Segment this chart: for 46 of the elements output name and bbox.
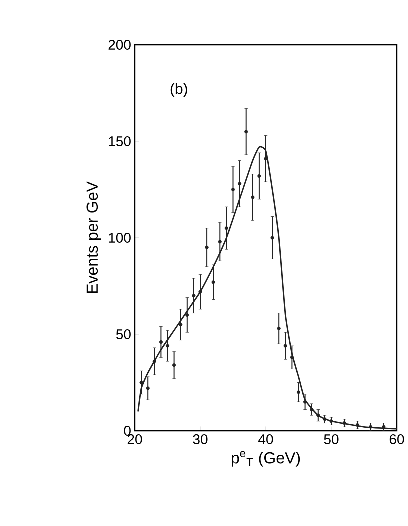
- x-tick-label: 20: [128, 434, 142, 444]
- point: [198, 290, 202, 294]
- point: [186, 313, 190, 317]
- y-tick-label: 150: [109, 136, 131, 146]
- point: [303, 400, 308, 404]
- point: [146, 386, 150, 390]
- y-tick-label: 200: [108, 40, 131, 50]
- point: [356, 423, 360, 428]
- y-tick-label: 50: [116, 330, 131, 340]
- point: [251, 196, 255, 200]
- point: [368, 425, 373, 429]
- point: [296, 390, 300, 394]
- x-axis-title: p$^{e}$$_{T}$ (GeV): [232, 451, 300, 467]
- point: [159, 340, 163, 344]
- point: [166, 344, 170, 348]
- point: [179, 323, 183, 327]
- point: [323, 418, 327, 422]
- annotation: (b): [170, 83, 188, 98]
- point: [290, 356, 294, 360]
- x-tick-label: 50: [324, 434, 339, 444]
- point: [270, 236, 274, 240]
- point: [258, 174, 262, 178]
- y-tick-label: 0: [124, 426, 131, 436]
- y-tick-label: 100: [109, 233, 131, 243]
- point: [264, 157, 268, 161]
- point: [310, 408, 314, 412]
- point: [284, 344, 288, 348]
- point: [224, 226, 228, 230]
- point: [342, 421, 346, 426]
- x-tick-label: 30: [193, 434, 208, 444]
- point: [212, 280, 216, 284]
- point: [192, 294, 196, 298]
- point: [218, 240, 222, 244]
- x-tick-label: 60: [390, 434, 404, 444]
- point: [172, 364, 176, 368]
- point: [140, 380, 144, 385]
- point: [205, 246, 209, 250]
- point: [238, 182, 242, 186]
- point: [330, 420, 334, 424]
- y-axis-title: Events per GeV: [86, 182, 102, 294]
- x-tick-label: 40: [258, 434, 274, 444]
- point: [244, 130, 248, 134]
- point: [152, 360, 156, 364]
- point: [231, 188, 236, 192]
- point: [277, 326, 281, 331]
- point: [316, 414, 320, 418]
